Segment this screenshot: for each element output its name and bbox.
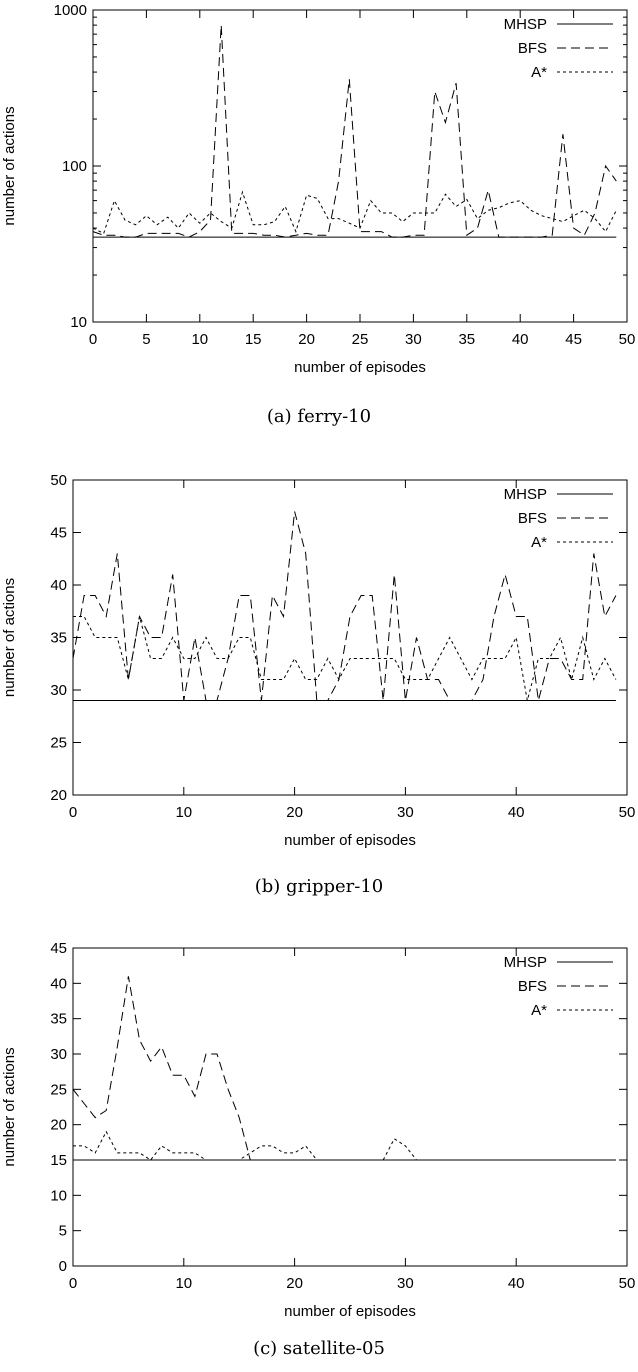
x-tick-label: 30 [397,1275,414,1292]
x-tick-label: 20 [298,331,315,348]
x-tick-label: 15 [245,331,262,348]
x-tick-label: 20 [286,804,303,821]
x-tick-label: 25 [352,331,369,348]
y-axis-label: number of actions [1,578,18,697]
y-tick-label: 30 [50,682,67,699]
y-tick-label: 40 [50,975,67,992]
x-tick-label: 0 [89,331,97,348]
x-tick-label: 40 [508,1275,525,1292]
y-tick-label: 10 [70,314,87,331]
y-tick-label: 45 [50,525,67,542]
y-tick-label: 35 [50,1011,67,1028]
y-tick-label: 15 [50,1152,67,1169]
legend-label: MHSP [504,486,547,503]
x-tick-label: 5 [142,331,150,348]
chart-gripper-10: 0 10 20 30 40 50 20 25 30 35 40 45 50 number of episo… [0,458,638,898]
chart-caption: (c) satellite-05 [253,1338,385,1359]
y-tick-label: 10 [50,1187,67,1204]
y-tick-label: 100 [62,158,87,175]
y-tick-label: 0 [59,1258,67,1275]
legend-label: A* [531,1002,547,1019]
legend-label: BFS [518,978,547,995]
x-tick-label: 50 [619,1275,636,1292]
series-line-a [73,1130,616,1161]
x-tick-label: 20 [286,1275,303,1292]
y-tick-label: 20 [50,1117,67,1134]
chart-ferry-10: 0 5 10 15 20 25 30 35 40 45 50 10 100 1000 number of e… [0,0,638,440]
y-tick-label: 1000 [54,2,87,19]
x-tick-label: 50 [619,331,636,348]
y-tick-label: 35 [50,630,67,647]
series-line-bfs [92,25,617,238]
x-tick-label: 0 [69,804,77,821]
x-tick-label: 40 [508,804,525,821]
legend-label: BFS [518,510,547,527]
y-axis-label: number of actions [1,106,18,225]
plot-frame [72,947,628,1267]
x-tick-label: 30 [405,331,422,348]
legend-label: A* [531,534,547,551]
y-tick-label: 20 [50,787,67,804]
y-axis-label: number of actions [1,1047,18,1166]
legend-label: MHSP [504,954,547,971]
chart-svg: 0 5 10 15 20 25 30 35 40 45 50 10 100 1000 number of e… [1,2,636,376]
chart-caption: (b) gripper-10 [254,876,384,897]
series-line-a [73,616,617,701]
x-axis-label: number of episodes [284,832,416,849]
series-line-bfs [72,511,617,701]
legend-label: A* [531,64,547,81]
chart-satellite-05: 0 10 20 30 40 50 0 5 10 15 20 25 30 35 40 45 number of e… [0,928,638,1372]
y-tick-label: 30 [50,1046,67,1063]
legend-label: BFS [518,40,547,57]
x-tick-label: 45 [565,331,582,348]
y-tick-label: 25 [50,735,67,752]
y-tick-label: 50 [50,472,67,489]
y-tick-label: 25 [50,1081,67,1098]
x-tick-label: 40 [512,331,529,348]
legend-label: MHSP [504,16,547,33]
x-tick-label: 35 [458,331,475,348]
x-tick-label: 10 [175,1275,192,1292]
x-tick-label: 30 [397,804,414,821]
y-tick-label: 45 [50,940,67,957]
chart-svg: 0 10 20 30 40 50 20 25 30 35 40 45 50 number of episo… [1,472,636,849]
x-tick-label: 10 [175,804,192,821]
y-tick-label: 40 [50,577,67,594]
y-tick-label: 5 [59,1223,67,1240]
x-tick-label: 50 [619,804,636,821]
x-tick-label: 0 [69,1275,77,1292]
chart-svg: 0 10 20 30 40 50 0 5 10 15 20 25 30 35 40 45 number of e… [1,940,636,1320]
chart-caption: (a) ferry-10 [266,406,372,427]
series-line-a [92,190,617,235]
x-axis-label: number of episodes [294,359,426,376]
x-tick-label: 10 [191,331,208,348]
x-axis-label: number of episodes [284,1303,416,1320]
